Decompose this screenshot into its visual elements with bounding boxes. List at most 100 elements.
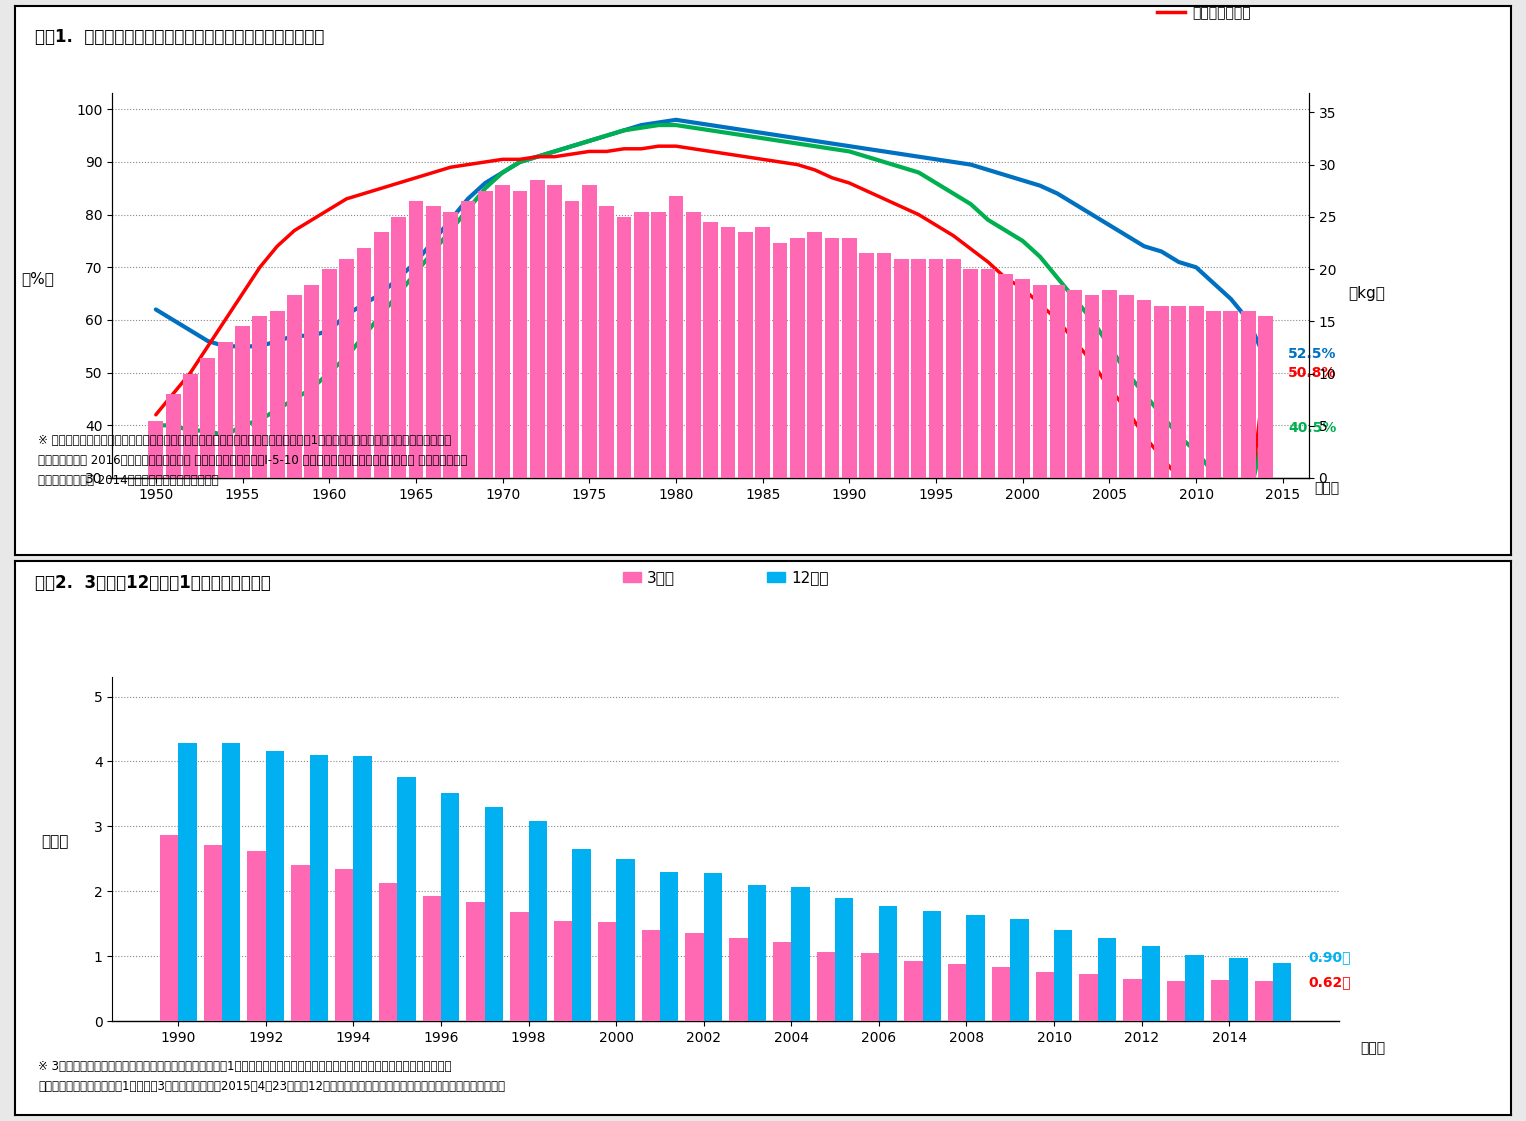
Bar xyxy=(992,967,1010,1021)
Bar xyxy=(572,849,591,1021)
Bar xyxy=(203,844,221,1021)
Bar xyxy=(305,285,319,478)
Bar xyxy=(816,952,835,1021)
Text: ワーキンググループ（第1回）資料3」（厚生労働省，2015年4月23日）、12歳児は、学校保健統計調査（文部科学省）より，筆者作成: ワーキンググループ（第1回）資料3」（厚生労働省，2015年4月23日）、12歳… xyxy=(38,1081,505,1093)
Bar xyxy=(1254,981,1273,1021)
Bar xyxy=(703,873,722,1021)
Bar xyxy=(1224,311,1238,478)
Bar xyxy=(598,921,617,1021)
Bar xyxy=(1141,946,1160,1021)
Bar xyxy=(929,259,943,478)
Legend: 1人あたり砂糖消費量（右軸）, 高校生（左軸）, 中学生（左軸）, 小学生（左軸）: 1人あたり砂糖消費量（右軸）, 高校生（左軸）, 中学生（左軸）, 小学生（左軸… xyxy=(1154,0,1314,25)
Text: 関係統計資料 2016年版」（一般財団法人 口腔保健協会）の「表Ⅰ-5-10 砂糖消費量の年次推移」（株式会社 精糖工業会館，: 関係統計資料 2016年版」（一般財団法人 口腔保健協会）の「表Ⅰ-5-10 砂… xyxy=(38,454,467,467)
Y-axis label: （kg）: （kg） xyxy=(1349,286,1386,300)
Bar xyxy=(981,269,995,478)
Bar xyxy=(426,206,441,478)
Bar xyxy=(600,206,613,478)
Bar xyxy=(1102,290,1117,478)
Bar xyxy=(565,201,580,478)
Bar xyxy=(548,185,562,478)
Bar xyxy=(339,259,354,478)
Bar xyxy=(966,915,984,1021)
Bar xyxy=(270,311,284,478)
Y-axis label: （本）: （本） xyxy=(41,834,69,849)
Bar xyxy=(357,248,371,478)
Bar xyxy=(1097,938,1117,1021)
Bar xyxy=(1273,963,1291,1021)
Bar xyxy=(554,921,572,1021)
Bar xyxy=(1036,972,1054,1021)
Bar xyxy=(397,777,415,1021)
Bar xyxy=(513,191,528,478)
Text: 50.8%: 50.8% xyxy=(1288,365,1337,380)
Bar xyxy=(946,259,961,478)
Bar xyxy=(641,930,659,1021)
Bar xyxy=(1186,955,1204,1021)
Bar xyxy=(496,185,510,478)
Text: 「砂糖統計年鑑 2014年版」）をもとに，筆者作成: 「砂糖統計年鑑 2014年版」）をもとに，筆者作成 xyxy=(38,474,218,488)
Bar xyxy=(792,888,810,1021)
Bar xyxy=(461,201,475,478)
Bar xyxy=(183,373,198,478)
Text: 0.62本: 0.62本 xyxy=(1308,975,1351,989)
Text: ※ 3歳児は、厚生労働省母子保健課・歯科保健課調べ（第1回歯科医師の資質向上等に関する検討会「歯科医療の専門性に関する: ※ 3歳児は、厚生労働省母子保健課・歯科保健課調べ（第1回歯科医師の資質向上等に… xyxy=(38,1060,452,1073)
Bar xyxy=(1079,974,1097,1021)
Bar xyxy=(179,743,197,1021)
Bar xyxy=(391,216,406,478)
Bar xyxy=(703,222,719,478)
Bar xyxy=(772,942,792,1021)
Legend: 3歳児, 12歳児: 3歳児, 12歳児 xyxy=(617,564,835,592)
Bar xyxy=(807,232,823,478)
Bar xyxy=(1067,290,1082,478)
Bar xyxy=(485,807,504,1021)
Bar xyxy=(1123,979,1141,1021)
Bar xyxy=(1085,295,1100,478)
Bar xyxy=(530,180,545,478)
Bar xyxy=(291,865,310,1021)
Bar xyxy=(668,196,684,478)
Bar xyxy=(842,238,856,478)
Bar xyxy=(1172,306,1186,478)
Text: 52.5%: 52.5% xyxy=(1288,348,1337,361)
Bar xyxy=(528,822,546,1021)
Text: 図表2.  3歳児・12歳児の1人平均虫歯数推移: 図表2. 3歳児・12歳児の1人平均虫歯数推移 xyxy=(35,574,270,592)
Text: 図表1.  虫歯（処置完了、未処置を含む）のある人の割合推移: 図表1. 虫歯（処置完了、未処置を含む）のある人の割合推移 xyxy=(35,28,324,46)
Bar xyxy=(1241,311,1256,478)
Bar xyxy=(148,420,163,478)
Bar xyxy=(266,751,284,1021)
Text: （年）: （年） xyxy=(1361,1041,1386,1055)
Bar xyxy=(1015,279,1030,478)
Bar xyxy=(1120,295,1134,478)
Bar xyxy=(772,243,787,478)
Bar xyxy=(905,962,923,1021)
Bar xyxy=(659,872,679,1021)
Bar xyxy=(739,232,752,478)
Bar xyxy=(478,191,493,478)
Bar xyxy=(948,964,966,1021)
Bar xyxy=(221,743,241,1021)
Bar xyxy=(1206,311,1221,478)
Bar xyxy=(218,342,232,478)
Bar xyxy=(1137,300,1152,478)
Bar xyxy=(441,793,459,1021)
Bar xyxy=(617,216,632,478)
Bar xyxy=(685,934,703,1021)
Bar xyxy=(720,228,736,478)
Bar xyxy=(378,883,397,1021)
Bar xyxy=(633,212,649,478)
Bar xyxy=(374,232,389,478)
Bar xyxy=(235,326,250,478)
Bar xyxy=(334,869,354,1021)
Bar xyxy=(729,938,748,1021)
Bar xyxy=(1010,919,1029,1021)
Bar xyxy=(247,851,266,1021)
Bar xyxy=(510,912,528,1021)
Text: （年）: （年） xyxy=(1314,482,1340,495)
Bar xyxy=(861,953,879,1021)
Bar xyxy=(755,228,771,478)
Text: 40.5%: 40.5% xyxy=(1288,421,1337,435)
Bar xyxy=(824,238,839,478)
Bar xyxy=(1033,285,1047,478)
Bar xyxy=(322,269,337,478)
Bar xyxy=(911,259,926,478)
